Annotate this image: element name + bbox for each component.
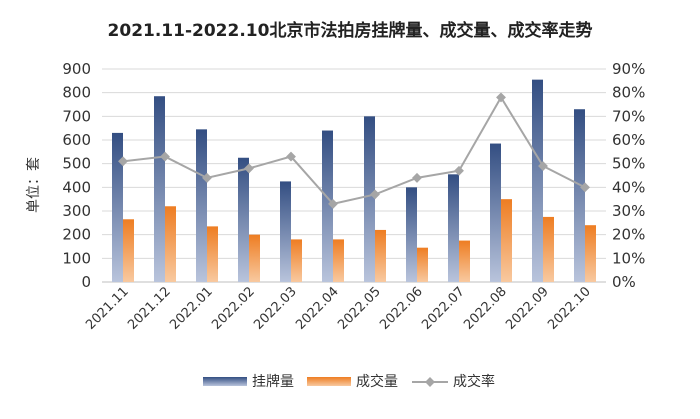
bar-deal — [165, 206, 176, 282]
y-tick-label: 0 — [81, 273, 91, 291]
rate-marker — [370, 189, 380, 200]
bar-deal — [375, 229, 386, 282]
rate-marker — [412, 172, 422, 183]
bar-listing — [238, 157, 249, 282]
x-tick-label: 2022.03 — [251, 284, 300, 333]
bar-listing — [280, 181, 291, 282]
bars — [112, 79, 596, 283]
y-tick-label: 200 — [62, 226, 91, 244]
y-axis-left: 0 100 200 300 400 500 600 700 800 900 — [62, 60, 91, 291]
x-tick-label: 2022.07 — [419, 284, 468, 333]
y-tick-label: 900 — [62, 60, 91, 78]
rate-marker — [538, 161, 548, 171]
rate-polyline — [122, 95, 586, 206]
y-tick-label: 500 — [62, 155, 91, 173]
bar-listing — [448, 174, 459, 282]
bar-deal — [123, 219, 134, 282]
bar-deal — [417, 247, 428, 282]
bar-listing — [574, 109, 585, 282]
legend-label-listing: 挂牌量 — [252, 373, 294, 390]
y-axis-right: 0% 10% 20% 30% 40% 50% 60% 70% 80% 90% — [612, 60, 645, 291]
rate-marker — [580, 182, 590, 193]
y-axis-label: 单位：套 — [26, 157, 42, 213]
grid — [102, 68, 606, 283]
bar-deal — [333, 239, 344, 282]
x-tick-label: 2021.12 — [125, 284, 174, 333]
y2-tick-label: 90% — [612, 60, 645, 78]
rate-marker — [454, 165, 464, 176]
bar-deal — [207, 226, 218, 282]
chart-title: 2021.11-2022.10北京市法拍房挂牌量、成交量、成交率走势 — [108, 20, 593, 41]
y2-tick-label: 60% — [612, 131, 645, 149]
rate-marker — [118, 156, 128, 167]
y-tick-label: 800 — [62, 84, 91, 102]
rate-marker — [496, 92, 506, 103]
rate-marker — [244, 163, 254, 174]
bar-deal — [585, 225, 596, 282]
legend-swatch-listing — [203, 377, 247, 386]
bar-listing — [196, 129, 207, 282]
bar-deal — [543, 216, 554, 282]
y-tick-label: 600 — [62, 131, 91, 149]
rate-line — [118, 92, 590, 209]
y-tick-label: 300 — [62, 202, 91, 220]
bar-listing — [532, 79, 543, 283]
y2-tick-label: 10% — [612, 249, 645, 267]
bar-deal — [501, 199, 512, 282]
bar-listing — [322, 130, 333, 282]
legend-label-deal: 成交量 — [356, 373, 398, 390]
y2-tick-label: 20% — [612, 226, 645, 244]
x-tick-label: 2022.06 — [377, 284, 426, 333]
rate-marker — [202, 172, 212, 183]
bar-listing — [112, 132, 123, 282]
x-tick-label: 2022.08 — [461, 284, 510, 333]
legend-marker-rate — [425, 377, 435, 387]
y2-tick-label: 70% — [612, 107, 645, 125]
y2-tick-label: 80% — [612, 84, 645, 102]
y2-tick-label: 0% — [612, 273, 636, 291]
bar-listing — [490, 143, 501, 282]
y-tick-label: 400 — [62, 178, 91, 196]
y-tick-label: 100 — [62, 249, 91, 267]
rate-marker — [160, 151, 170, 162]
x-tick-label: 2021.11 — [83, 284, 132, 333]
legend: 挂牌量 成交量 成交率 — [203, 373, 495, 390]
x-tick-label: 2022.10 — [545, 284, 594, 333]
y2-tick-label: 50% — [612, 155, 645, 173]
y2-tick-label: 40% — [612, 178, 645, 196]
x-tick-label: 2022.02 — [209, 284, 258, 333]
x-tick-label: 2022.04 — [293, 284, 342, 333]
x-tick-label: 2022.01 — [167, 284, 216, 333]
bar-listing — [406, 187, 417, 282]
rate-marker — [328, 198, 338, 209]
bar-deal — [459, 240, 470, 282]
legend-label-rate: 成交率 — [453, 373, 495, 390]
bar-listing — [364, 116, 375, 282]
bar-deal — [249, 234, 260, 282]
y2-tick-label: 30% — [612, 202, 645, 220]
legend-swatch-deal — [307, 377, 351, 386]
rate-marker — [286, 151, 296, 162]
x-tick-label: 2022.09 — [503, 284, 552, 333]
bar-listing — [154, 96, 165, 282]
x-tick-label: 2022.05 — [335, 284, 384, 333]
y-tick-label: 700 — [62, 107, 91, 125]
bar-deal — [291, 239, 302, 282]
x-axis: 2021.112021.122022.012022.022022.032022.… — [83, 284, 594, 333]
